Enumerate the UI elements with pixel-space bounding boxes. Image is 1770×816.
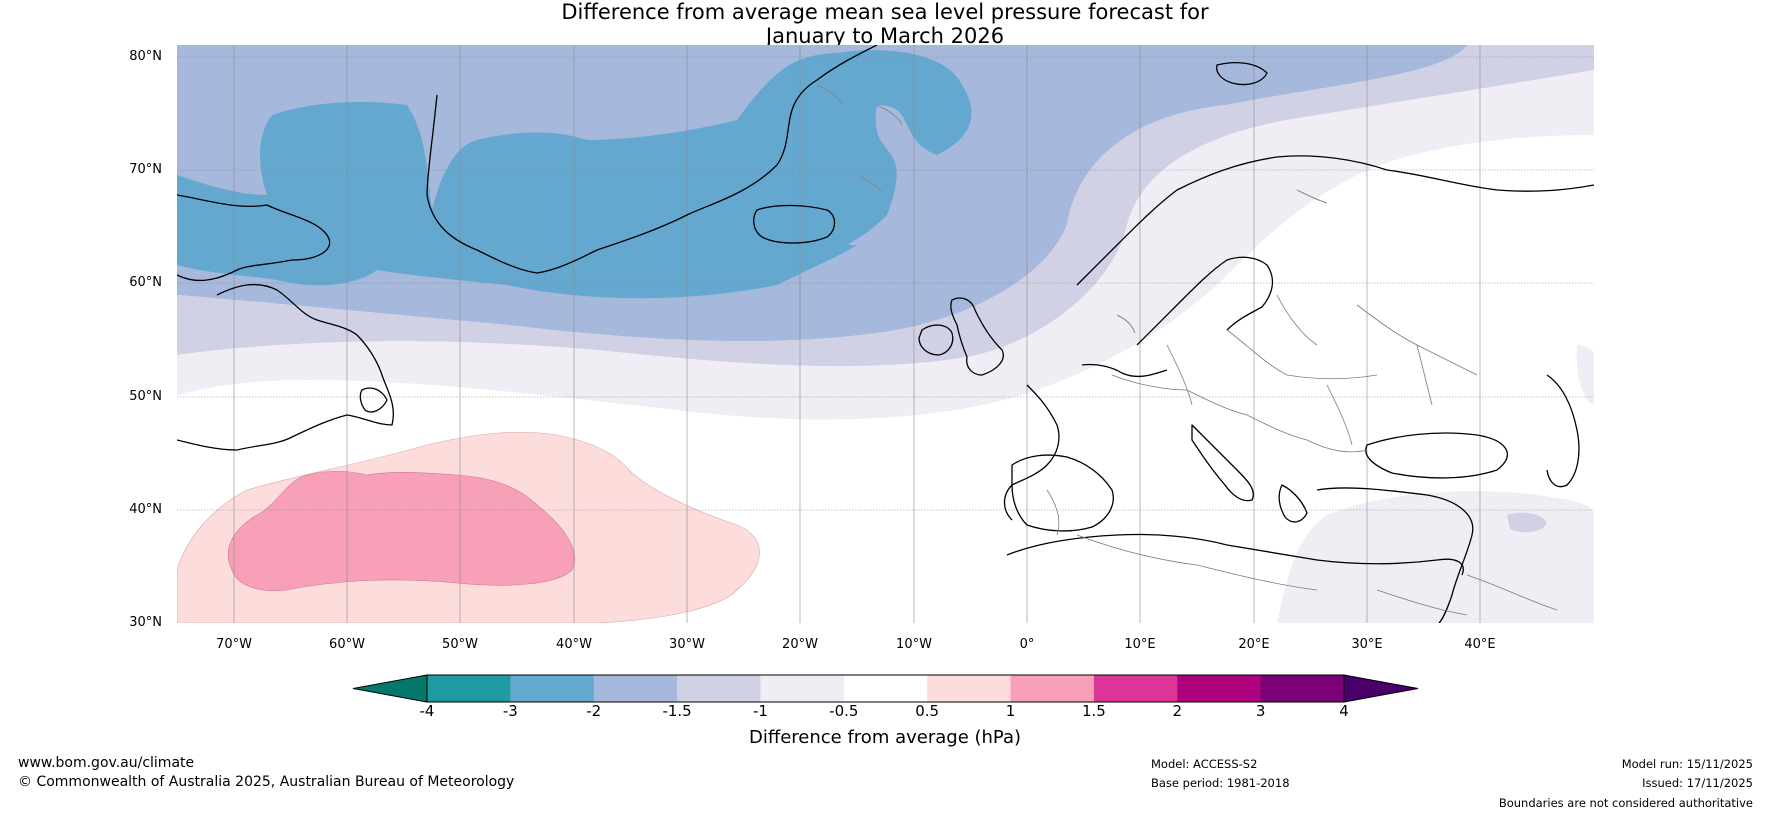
colorbar-segment	[593, 675, 678, 702]
lon-label-60w: 60°W	[329, 637, 365, 652]
lon-label-20w: 20°W	[782, 637, 818, 652]
colorbar-tick: 1	[1005, 702, 1016, 720]
colorbar-arrow-low	[352, 674, 428, 703]
colorbar-segment	[927, 675, 1012, 702]
coast-europe-atlantic	[1003, 363, 1168, 521]
lat-label-30n: 30°N	[129, 615, 162, 630]
anomaly-region-neg1.5-neg1	[177, 45, 1594, 367]
lat-label-70n: 70°N	[129, 162, 162, 177]
lon-label-30e: 30°E	[1351, 637, 1383, 652]
colorbar-tick: 3	[1255, 702, 1266, 720]
coast-canada-labrador	[177, 283, 394, 451]
colorbar-segment	[427, 675, 511, 702]
colorbar-segment	[677, 675, 761, 702]
coast-north-africa	[1006, 533, 1464, 576]
colorbar-segment	[1177, 675, 1262, 702]
colorbar-segment	[760, 675, 845, 702]
coast-newfoundland	[359, 387, 388, 413]
footer-model-run: Model run: 15/11/2025	[1621, 757, 1753, 771]
title-line-1: Difference from average mean sea level p…	[561, 0, 1209, 24]
colorbar-segment	[1010, 675, 1095, 702]
lat-label-50n: 50°N	[129, 389, 162, 404]
anomaly-region-neg1-neg0.5	[177, 70, 1594, 420]
coast-britain	[950, 297, 1004, 376]
colorbar-arrow-high	[1343, 674, 1419, 703]
coast-turkey-levant	[1316, 487, 1474, 623]
anomaly-region-se-weak	[1277, 491, 1594, 623]
chart-title: Difference from average mean sea level p…	[0, 0, 1770, 48]
lat-label-40n: 40°N	[129, 502, 162, 517]
coast-svalbard	[1216, 62, 1268, 86]
colorbar-tick: 4	[1339, 702, 1349, 720]
graticule-meridians	[233, 45, 1481, 623]
colorbar-tick: -4	[419, 702, 435, 720]
colorbar-label: Difference from average (hPa)	[748, 727, 1022, 748]
lon-label-20e: 20°E	[1238, 637, 1270, 652]
coast-baffin	[177, 194, 331, 282]
forecast-map	[177, 45, 1594, 623]
colorbar-tick: 1.5	[1081, 702, 1106, 720]
colorbar-segment	[843, 675, 928, 702]
coastlines	[177, 45, 1594, 623]
colorbar-tick: -2	[586, 702, 602, 720]
colorbar-tick: 2	[1172, 702, 1183, 720]
coast-black-sea	[1365, 432, 1509, 479]
title-line-2: January to March 2026	[765, 24, 1005, 48]
anomaly-region-pos1-pos1.5	[227, 470, 575, 591]
coast-sweden-baltic	[1136, 256, 1274, 346]
anomaly-region-se-core	[1507, 512, 1547, 533]
colorbar-tick: -1	[752, 702, 768, 720]
coast-italy	[1191, 424, 1254, 502]
coast-iberia	[1011, 454, 1114, 532]
coast-norway-russia	[1076, 155, 1594, 286]
coast-caspian	[1546, 374, 1580, 488]
lat-label-80n: 80°N	[129, 49, 162, 64]
footer-base-period: Base period: 1981-2018	[1151, 776, 1290, 790]
coast-iceland	[753, 204, 836, 244]
coast-ireland	[918, 324, 954, 356]
lon-label-50w: 50°W	[442, 637, 478, 652]
colorbar-frame	[426, 674, 1345, 703]
colorbar-tick: 0.5	[915, 702, 940, 720]
colorbar-segment	[1093, 675, 1178, 702]
footer-copyright: © Commonwealth of Australia 2025, Austra…	[18, 774, 515, 790]
lon-label-40e: 40°E	[1464, 637, 1496, 652]
lon-label-30w: 30°W	[669, 637, 705, 652]
colorbar-tick: -0.5	[829, 702, 859, 720]
graticule-parallels	[177, 56, 1594, 511]
lon-label-40w: 40°W	[556, 637, 592, 652]
footer-url: www.bom.gov.au/climate	[18, 755, 195, 771]
anomaly-region-east-edge	[1576, 345, 1594, 405]
footer-disclaimer: Boundaries are not considered authoritat…	[1498, 796, 1753, 810]
lon-label-0: 0°	[1019, 637, 1035, 652]
footer-issued: Issued: 17/11/2025	[1642, 776, 1753, 790]
country-borders	[1046, 294, 1558, 616]
lon-label-10w: 10°W	[896, 637, 932, 652]
lon-label-10e: 10°E	[1124, 637, 1156, 652]
footer-model: Model: ACCESS-S2	[1151, 757, 1258, 771]
lon-label-70w: 70°W	[216, 637, 252, 652]
ice-outlines	[816, 84, 1328, 334]
colorbar-tick: -1.5	[662, 702, 692, 720]
lat-label-60n: 60°N	[129, 275, 162, 290]
colorbar-tick: -3	[502, 702, 518, 720]
coast-greece	[1278, 484, 1308, 523]
coast-greenland	[426, 45, 878, 274]
colorbar-segment	[1260, 675, 1345, 702]
map-svg	[177, 45, 1594, 623]
colorbar-segment	[510, 675, 595, 702]
